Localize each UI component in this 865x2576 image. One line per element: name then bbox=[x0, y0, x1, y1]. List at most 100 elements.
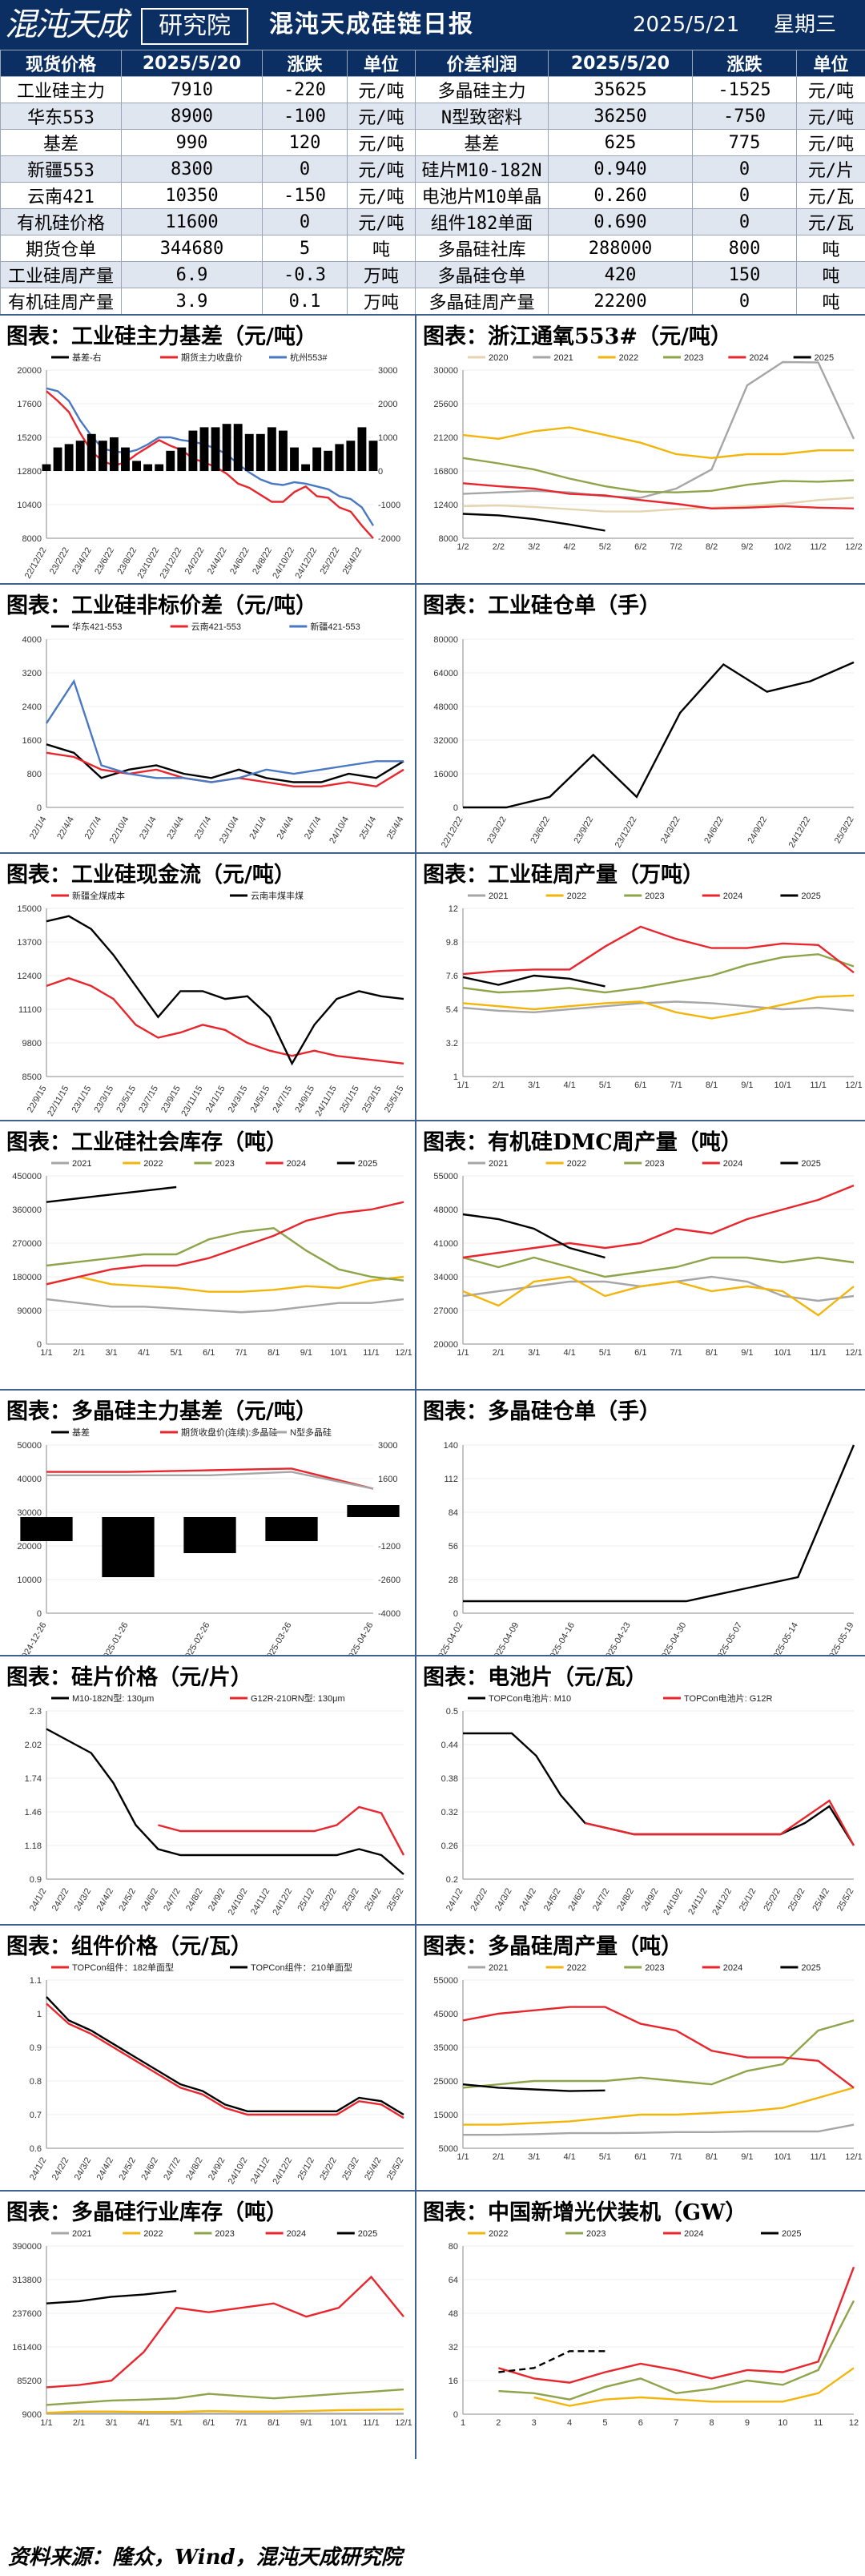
x-tick-label: 23/4/22 bbox=[70, 546, 94, 577]
legend-label: 2025 bbox=[801, 1159, 820, 1169]
x-tick-label: 24/7/15 bbox=[271, 1085, 294, 1115]
table-header-cell: 2025/5/20 bbox=[548, 50, 693, 77]
y2-tick-label: 1000 bbox=[378, 433, 397, 443]
y-tick-label: 16000 bbox=[433, 770, 458, 779]
table-cell: 多晶硅主力 bbox=[415, 76, 549, 103]
x-tick-label: 22/9/15 bbox=[26, 1085, 49, 1115]
x-tick-label: 24/2/2 bbox=[50, 1887, 71, 1913]
x-tick-label: 25/3/2 bbox=[340, 1887, 361, 1913]
chart-caption: 图表：多晶硅行业库存（吨） bbox=[6, 2200, 288, 2225]
x-tick-label: 23/12/22 bbox=[614, 815, 639, 850]
section-divider bbox=[0, 1120, 865, 1121]
series-line bbox=[46, 1227, 404, 1282]
basis-bar bbox=[267, 427, 276, 471]
section-divider bbox=[0, 314, 865, 316]
basis-bar bbox=[64, 444, 74, 471]
table-cell: 有机硅周产量 bbox=[0, 288, 122, 315]
x-tick-label: 23/1/15 bbox=[70, 1085, 94, 1115]
series-line bbox=[462, 925, 855, 976]
x-tick-label: 24/1/2 bbox=[445, 1887, 465, 1913]
y2-tick-label: -1000 bbox=[378, 501, 400, 510]
x-tick-label: 6/2 bbox=[634, 542, 646, 552]
x-tick-label: 25/5/2 bbox=[385, 1887, 406, 1913]
x-tick-label: 6/1 bbox=[203, 2418, 215, 2428]
legend-label: 2024 bbox=[287, 2229, 306, 2239]
legend-label: 2024 bbox=[287, 1159, 306, 1169]
series-line bbox=[46, 1201, 404, 1286]
table-cell: 990 bbox=[121, 129, 263, 156]
table-cell: 8300 bbox=[121, 155, 263, 183]
x-tick-label: 2025-04-30 bbox=[658, 1621, 689, 1656]
x-tick-label: 8/2 bbox=[706, 542, 718, 552]
y-tick-label: 237600 bbox=[12, 2309, 42, 2319]
x-tick-label: 3/1 bbox=[528, 1348, 540, 1358]
table-cell: 基差 bbox=[0, 129, 122, 156]
x-tick-label: 22/12/22 bbox=[23, 546, 49, 581]
y-tick-label: 16800 bbox=[433, 467, 458, 477]
x-tick-label: 23/6/22 bbox=[93, 546, 116, 577]
y-tick-label: 48000 bbox=[433, 702, 458, 712]
x-tick-label: 24/4/4 bbox=[276, 815, 296, 841]
table-cell: N型致密料 bbox=[415, 103, 549, 130]
table-row: 有机硅价格 11600 0 元/吨 组件182单面 0.690 0 元/瓦 bbox=[0, 208, 865, 235]
x-tick-label: 22/10/4 bbox=[108, 815, 131, 846]
y2-tick-label: -4000 bbox=[378, 1609, 400, 1619]
table-cell: -1525 bbox=[692, 76, 797, 103]
legend-label: 2021 bbox=[489, 892, 508, 901]
x-tick-label: 24/10/2 bbox=[662, 1887, 685, 1918]
table-cell: 0.1 bbox=[262, 288, 348, 315]
x-tick-label: 2025-01-26 bbox=[99, 1621, 131, 1656]
x-tick-label: 24/11/15 bbox=[314, 1085, 339, 1118]
y-tick-label: 21200 bbox=[433, 433, 458, 443]
legend-label: 2022 bbox=[567, 892, 586, 901]
basis-bar bbox=[301, 464, 311, 471]
y-tick-label: 35000 bbox=[433, 2043, 458, 2053]
legend-label: 2021 bbox=[553, 353, 573, 363]
table-header-cell: 2025/5/20 bbox=[121, 50, 263, 77]
y-tick-label: 56 bbox=[449, 1542, 458, 1552]
y2-tick-label: 0 bbox=[378, 467, 383, 477]
x-tick-label: 24/5/15 bbox=[249, 1085, 272, 1115]
x-tick-label: 25/2/22 bbox=[319, 546, 342, 577]
table-cell: 36250 bbox=[548, 103, 693, 130]
y-tick-label: 0 bbox=[453, 1609, 458, 1619]
y-tick-label: 27000 bbox=[433, 1306, 458, 1316]
table-cell: 8900 bbox=[121, 103, 263, 130]
x-tick-label: 22/4/4 bbox=[55, 815, 76, 841]
x-tick-label: 25/4/2 bbox=[363, 2156, 384, 2182]
y-tick-label: 0 bbox=[37, 1340, 42, 1350]
y-tick-label: 20000 bbox=[433, 1340, 458, 1350]
basis-bar bbox=[290, 447, 299, 471]
table-cell: 0 bbox=[692, 288, 797, 315]
x-tick-label: 8/1 bbox=[268, 2418, 280, 2428]
x-tick-label: 24/11/2 bbox=[249, 1887, 272, 1917]
chart-caption: 图表：中国新增光伏装机（GW） bbox=[423, 2200, 747, 2225]
x-tick-label: 2/1 bbox=[493, 1348, 505, 1358]
x-tick-label: 24/6/22 bbox=[228, 546, 251, 577]
legend-label: 2022 bbox=[489, 2229, 508, 2239]
y-tick-label: 64000 bbox=[433, 669, 458, 678]
basis-bar bbox=[86, 433, 96, 471]
x-tick-label: 24/2/22 bbox=[183, 546, 207, 577]
table-cell: -100 bbox=[262, 103, 348, 130]
series-line bbox=[462, 497, 855, 513]
table-cell: 元/吨 bbox=[796, 103, 865, 130]
table-header-cell: 单位 bbox=[347, 50, 416, 77]
series-line bbox=[585, 1799, 855, 1846]
x-tick-label: 23/7/4 bbox=[193, 815, 214, 841]
x-tick-label: 24/1/2 bbox=[28, 1887, 49, 1913]
y-tick-label: 8500 bbox=[22, 1073, 42, 1082]
table-cell: 元/瓦 bbox=[796, 208, 865, 235]
y2-tick-label: -1200 bbox=[378, 1542, 400, 1552]
x-tick-label: 22/11/15 bbox=[46, 1085, 70, 1118]
y-tick-label: 270000 bbox=[12, 1239, 42, 1249]
table-cell: 多晶硅仓单 bbox=[415, 261, 549, 288]
column-divider bbox=[415, 316, 416, 2459]
x-tick-label: 24/12/2 bbox=[271, 2156, 294, 2187]
series-line bbox=[46, 2408, 404, 2414]
legend-label: 2024 bbox=[749, 353, 768, 363]
x-tick-label: 12/1 bbox=[395, 1348, 412, 1358]
table-cell: 元/吨 bbox=[796, 76, 865, 103]
y-tick-label: 1600 bbox=[22, 736, 42, 746]
x-tick-label: 24/8/2 bbox=[184, 1887, 205, 1913]
